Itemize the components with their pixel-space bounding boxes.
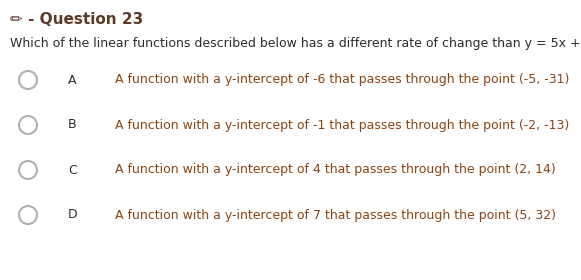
Text: A: A <box>68 74 77 87</box>
Text: D: D <box>68 209 78 221</box>
Text: C: C <box>68 164 77 176</box>
Text: A function with a y-intercept of 7 that passes through the point (5, 32): A function with a y-intercept of 7 that … <box>115 209 556 221</box>
Text: Which of the linear functions described below has a different rate of change tha: Which of the linear functions described … <box>10 37 581 50</box>
Text: A function with a y-intercept of 4 that passes through the point (2, 14): A function with a y-intercept of 4 that … <box>115 164 556 176</box>
Text: A function with a y-intercept of -6 that passes through the point (-5, -31): A function with a y-intercept of -6 that… <box>115 74 569 87</box>
Text: B: B <box>68 118 77 132</box>
Text: ✏ - Question 23: ✏ - Question 23 <box>10 12 144 27</box>
Text: A function with a y-intercept of -1 that passes through the point (-2, -13): A function with a y-intercept of -1 that… <box>115 118 569 132</box>
